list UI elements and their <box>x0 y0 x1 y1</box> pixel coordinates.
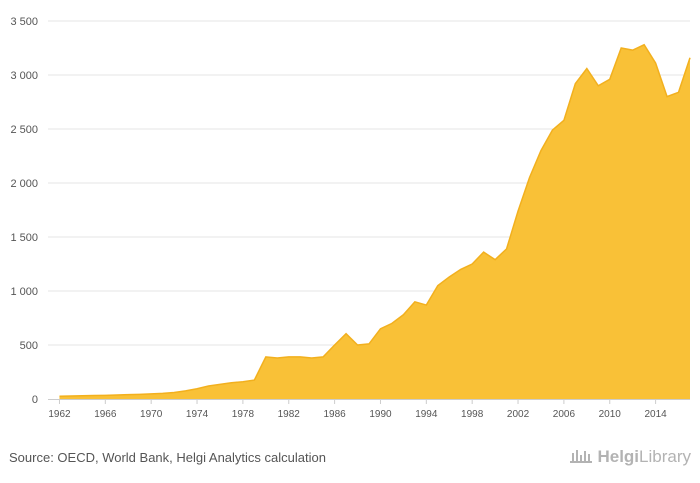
y-tick-labels: 0 500 1 000 1 500 2 000 2 500 3 000 3 500 <box>10 16 38 406</box>
x-tick-label: 1970 <box>140 409 163 420</box>
x-tick-label: 1982 <box>278 409 301 420</box>
x-tick-label: 2014 <box>644 409 667 420</box>
source-note: Source: OECD, World Bank, Helgi Analytic… <box>9 450 326 465</box>
x-tick-labels: 1962 1966 1970 1974 1978 1982 1986 1990 1994 1998… <box>48 409 667 420</box>
y-tick-label: 1 500 <box>10 232 38 244</box>
x-tick-label: 2010 <box>599 409 622 420</box>
y-tick-label: 0 <box>32 394 38 406</box>
x-tick-label: 1978 <box>232 409 255 420</box>
logo-text-strong: Helgi <box>597 447 640 466</box>
x-tick-label: 1986 <box>323 409 346 420</box>
x-tick-label: 1998 <box>461 409 484 420</box>
x-tick-label: 1990 <box>369 409 392 420</box>
logo-text-light: Library <box>639 447 691 466</box>
x-tick-label: 2006 <box>553 409 576 420</box>
y-tick-label: 500 <box>20 340 38 352</box>
series-area <box>59 43 691 399</box>
logo-icon <box>570 450 593 463</box>
logo-text: HelgiLibrary <box>597 447 691 467</box>
gridlines <box>48 20 690 346</box>
y-tick-label: 1 000 <box>10 286 38 298</box>
series-area-fill <box>59 44 690 399</box>
x-tick-label: 2002 <box>507 409 530 420</box>
x-tick-label: 1966 <box>94 409 117 420</box>
helgi-library-logo: HelgiLibrary <box>569 447 691 467</box>
series-line <box>59 43 691 398</box>
y-tick-label: 2 500 <box>10 124 38 136</box>
y-tick-label: 3 000 <box>10 70 38 82</box>
axes <box>48 399 690 404</box>
y-tick-label: 3 500 <box>10 16 38 28</box>
y-tick-label: 2 000 <box>10 178 38 190</box>
x-tick-label: 1974 <box>186 409 209 420</box>
x-tick-label: 1994 <box>415 409 438 420</box>
x-tick-label: 1962 <box>48 409 71 420</box>
